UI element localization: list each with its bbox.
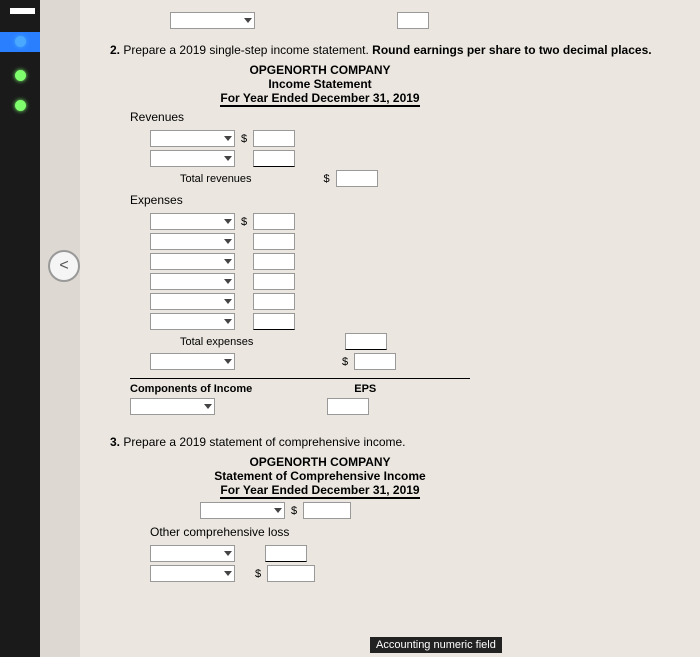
expenses-label: Expenses — [110, 190, 670, 210]
left-rail — [0, 0, 40, 657]
q2-num: 2. — [110, 43, 120, 57]
rail-dot[interactable] — [15, 36, 26, 47]
top-dropdown[interactable] — [170, 12, 255, 29]
exp-dd-4[interactable] — [150, 273, 235, 290]
q3-company: OPGENORTH COMPANY — [200, 455, 440, 469]
q3-in-1[interactable] — [303, 502, 351, 519]
page-surface: < 2. Prepare a 2019 single-step income s… — [40, 0, 700, 657]
rail-dot[interactable] — [15, 70, 26, 81]
question-2: 2. Prepare a 2019 single-step income sta… — [110, 43, 670, 57]
q3-text: Prepare a 2019 statement of comprehensiv… — [123, 435, 405, 449]
total-revenues-input[interactable] — [336, 170, 378, 187]
exp-in-3[interactable] — [253, 253, 295, 270]
exp-dd-5[interactable] — [150, 293, 235, 310]
eps-input[interactable] — [327, 398, 369, 415]
q2-period: For Year Ended December 31, 2019 — [220, 91, 419, 107]
worksheet: 2. Prepare a 2019 single-step income sta… — [80, 0, 700, 657]
exp-in-5[interactable] — [253, 293, 295, 310]
rail-line — [10, 8, 35, 14]
q2-title: Income Statement — [200, 77, 440, 91]
tooltip: Accounting numeric field — [370, 637, 502, 653]
total-expenses-label: Total expenses — [180, 336, 253, 348]
exp-in-1[interactable] — [253, 213, 295, 230]
revenue-in-1[interactable] — [253, 130, 295, 147]
q3-dd-2[interactable] — [150, 545, 235, 562]
exp-in-6[interactable] — [253, 313, 295, 330]
q3-header: OPGENORTH COMPANY Statement of Comprehen… — [200, 455, 440, 499]
exp-dd-2[interactable] — [150, 233, 235, 250]
prev-arrow-button[interactable]: < — [48, 250, 80, 282]
q3-dd-3[interactable] — [150, 565, 235, 582]
revenue-dd-1[interactable] — [150, 130, 235, 147]
dollar-sign: $ — [324, 173, 330, 185]
divider — [130, 378, 470, 379]
q2-company: OPGENORTH COMPANY — [200, 63, 440, 77]
q2-text-a: Prepare a 2019 single-step income statem… — [123, 43, 372, 57]
revenue-in-2[interactable] — [253, 150, 295, 167]
ocl-label: Other comprehensive loss — [110, 522, 670, 542]
question-3: 3. Prepare a 2019 statement of comprehen… — [110, 435, 670, 449]
q3-dd-1[interactable] — [200, 502, 285, 519]
components-label: Components of Income — [130, 383, 252, 395]
q3-period: For Year Ended December 31, 2019 — [220, 483, 419, 499]
exp-dd-6[interactable] — [150, 313, 235, 330]
comp-dd[interactable] — [130, 398, 215, 415]
rail-dot[interactable] — [15, 100, 26, 111]
q2-text-b: Round earnings per share to two decimal … — [372, 43, 651, 57]
top-input[interactable] — [397, 12, 429, 29]
exp-in-2[interactable] — [253, 233, 295, 250]
exp-in-4[interactable] — [253, 273, 295, 290]
q3-in-2[interactable] — [265, 545, 307, 562]
revenues-label: Revenues — [110, 107, 670, 127]
top-controls — [170, 12, 670, 29]
q3-num: 3. — [110, 435, 120, 449]
net-input[interactable] — [354, 353, 396, 370]
revenue-dd-2[interactable] — [150, 150, 235, 167]
q2-header: OPGENORTH COMPANY Income Statement For Y… — [200, 63, 440, 107]
total-revenues-label: Total revenues — [180, 173, 252, 185]
total-expenses-input[interactable] — [345, 333, 387, 350]
eps-label: EPS — [354, 383, 376, 395]
dollar-sign: $ — [241, 133, 247, 145]
net-dd[interactable] — [150, 353, 235, 370]
exp-dd-3[interactable] — [150, 253, 235, 270]
exp-dd-1[interactable] — [150, 213, 235, 230]
q3-title: Statement of Comprehensive Income — [200, 469, 440, 483]
q3-in-3[interactable] — [267, 565, 315, 582]
